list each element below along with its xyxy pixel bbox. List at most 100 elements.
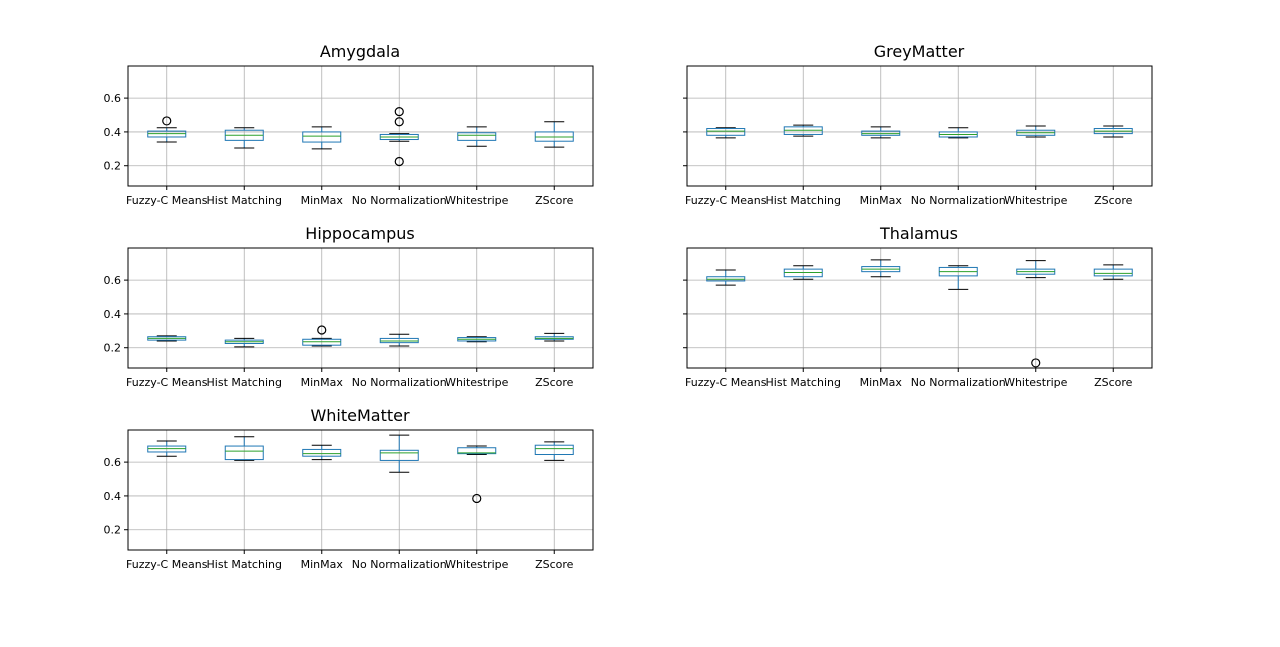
axes-frame [686,247,1153,369]
x-tick-labels: Fuzzy-C Means Hist Matching MinMax No No… [126,376,574,389]
x-tick-label: ZScore [535,376,574,389]
box-group [706,127,746,139]
box-iqr [534,444,574,456]
box-group [534,121,574,148]
axes-frame [127,65,594,187]
y-tick-label: 0.4 [104,490,122,503]
box-group [457,126,497,147]
box-iqr [706,128,746,136]
x-tick-label: No Normalization [352,194,447,207]
outlier-point [394,117,404,127]
box-group [534,332,574,342]
panel-title: Hippocampus [305,224,414,243]
x-tick-label: Whitestripe [1004,376,1068,389]
box-group [938,127,978,139]
y-tick-label: 0.4 [104,308,122,321]
box-group [534,441,574,461]
box-group [302,325,342,347]
box-iqr [457,447,497,455]
x-tick-label: Hist Matching [207,194,282,207]
outlier-point [1031,358,1041,368]
x-tick-label: No Normalization [911,376,1006,389]
x-tick-label: Whitestripe [445,558,509,571]
box-iqr [379,449,419,461]
box-group [379,333,419,347]
x-tick-label: Whitestripe [1004,194,1068,207]
box-group [224,337,264,348]
x-tick-labels: Fuzzy-C Means Hist Matching MinMax No No… [126,194,574,207]
box-group [861,259,901,278]
x-tick-label: No Normalization [352,376,447,389]
box-group [147,116,187,143]
plot-background [687,248,1152,368]
plot-background [128,430,593,550]
y-tick-label: 0.6 [104,274,122,287]
x-tick-label: MinMax [860,194,903,207]
x-tick-label: ZScore [1094,376,1133,389]
box-group [783,124,823,137]
outlier-point [317,325,327,335]
box-group [1093,125,1133,138]
box-group [1016,125,1056,138]
box-group [224,436,264,461]
box-group [224,127,264,149]
x-tick-label: No Normalization [352,558,447,571]
x-tick-label: Whitestripe [445,376,509,389]
whitematter-plot-area: 0.2 0.4 0.6 [104,429,594,554]
x-tick-labels: Fuzzy-C Means Hist Matching MinMax No No… [685,194,1133,207]
hippocampus-panel: Hippocampus 0.2 0.4 0.6 Fuzzy-C Means Hist… [104,224,594,389]
x-tick-label: Hist Matching [207,558,282,571]
y-tick-label: 0.2 [104,342,122,355]
x-tick-label: ZScore [535,558,574,571]
x-tick-label: Fuzzy-C Means [126,376,208,389]
box-group [379,434,419,473]
plot-background [128,248,593,368]
x-tick-label: ZScore [535,194,574,207]
hippocampus-plot-area: 0.2 0.4 0.6 [104,247,594,372]
x-tick-labels: Fuzzy-C Means Hist Matching MinMax No No… [126,558,574,571]
greymatter-panel: GreyMatter Fuzzy-C Means Hist Matching M… [683,42,1153,207]
x-tick-label: Whitestripe [445,194,509,207]
box-group [1016,260,1056,368]
x-tick-label: MinMax [301,194,344,207]
box-iqr [224,445,264,461]
y-tick-label: 0.2 [104,160,122,173]
x-tick-label: Fuzzy-C Means [685,376,767,389]
x-tick-label: Fuzzy-C Means [126,194,208,207]
panel-title: GreyMatter [874,42,965,61]
box-group [302,126,342,150]
box-group [706,269,746,286]
box-group [1093,264,1133,280]
amygdala-panel: Amygdala 0.2 0.4 0.6 Fuzzy-C Means Hist Ma… [104,42,594,207]
box-group [457,336,497,343]
box-group [861,126,901,139]
panel-title: Thalamus [879,224,958,243]
x-tick-labels: Fuzzy-C Means Hist Matching MinMax No No… [685,376,1133,389]
x-tick-label: Fuzzy-C Means [685,194,767,207]
box-group [302,444,342,461]
panel-title: WhiteMatter [310,406,410,425]
axes-frame [686,65,1153,187]
greymatter-plot-area [683,65,1153,190]
box-iqr [302,448,342,457]
plot-background [687,66,1152,186]
y-tick-label: 0.2 [104,524,122,537]
box-group [147,335,187,342]
box-iqr [457,132,497,141]
axes-frame [127,247,594,369]
y-tick-label: 0.6 [104,456,122,469]
plot-background [128,66,593,186]
box-group [457,445,497,504]
x-tick-label: Hist Matching [766,376,841,389]
outlier-point [394,107,404,117]
box-iqr [302,131,342,143]
outlier-point [394,156,404,167]
box-iqr [1093,268,1133,277]
x-tick-label: MinMax [860,376,903,389]
y-tick-label: 0.6 [104,92,122,105]
thalamus-panel: Thalamus Fuzzy-C Means Hist Matching Min… [683,224,1153,389]
x-tick-label: MinMax [301,558,344,571]
box-group [938,265,978,290]
box-group [147,440,187,457]
